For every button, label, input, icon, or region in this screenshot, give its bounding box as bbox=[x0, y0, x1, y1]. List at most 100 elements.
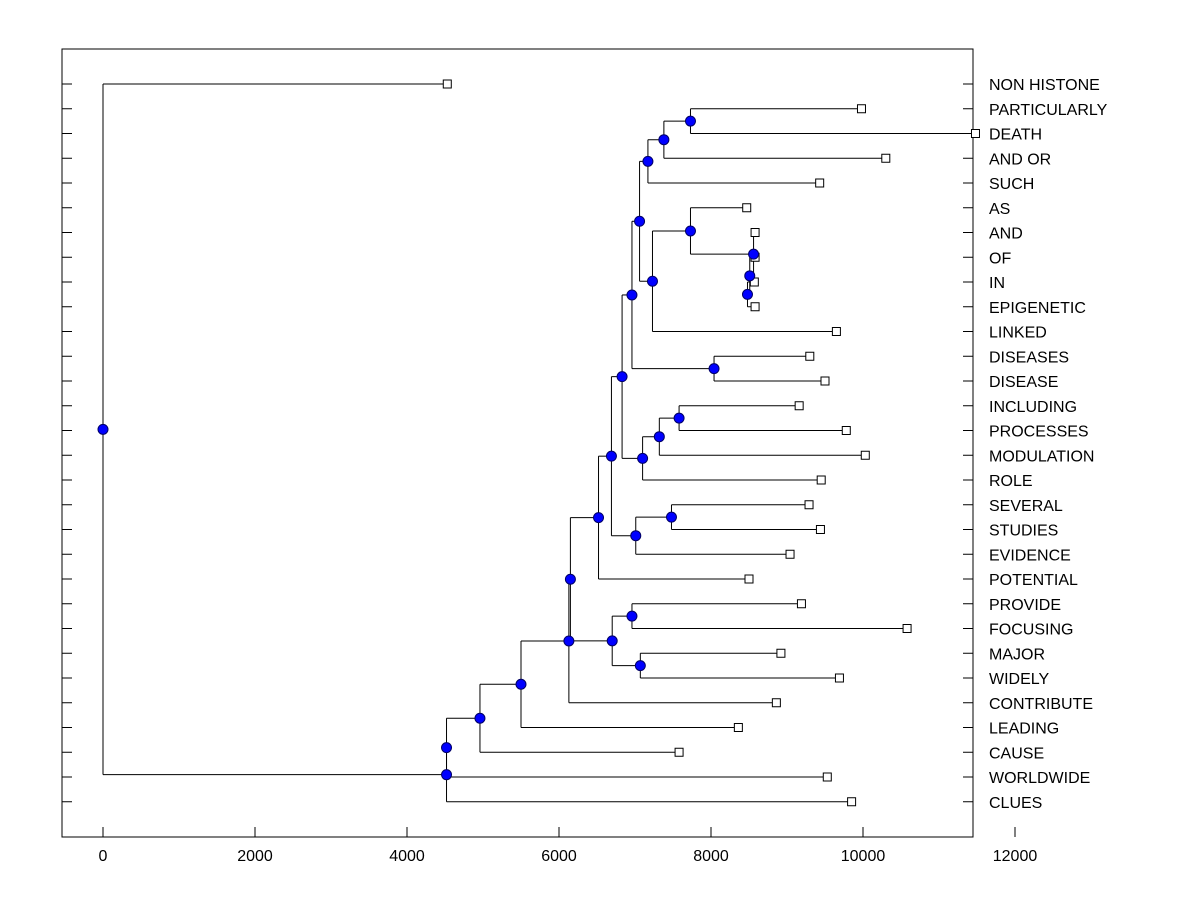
x-tick-label: 6000 bbox=[541, 848, 577, 865]
leaf-label: STUDIES bbox=[989, 523, 1058, 540]
leaf-marker bbox=[847, 797, 857, 807]
merge-node bbox=[744, 270, 756, 282]
leaf-marker bbox=[674, 747, 684, 757]
merge-node bbox=[684, 225, 696, 237]
merge-node bbox=[441, 742, 453, 754]
merge-node bbox=[637, 452, 649, 464]
leaf-label: CAUSE bbox=[989, 745, 1044, 762]
merge-node bbox=[634, 660, 646, 672]
leaf-label: IN bbox=[989, 275, 1005, 292]
leaf-label: CLUES bbox=[989, 795, 1042, 812]
merge-node bbox=[593, 512, 605, 524]
merge-node bbox=[616, 371, 628, 383]
leaf-label: NON HISTONE bbox=[989, 77, 1100, 94]
leaf-labels: NON HISTONE PARTICULARLY DEATH AND OR SUCH AS… bbox=[989, 77, 1108, 812]
leaf-label: MAJOR bbox=[989, 646, 1045, 663]
leaf-label: FOCUSING bbox=[989, 622, 1073, 639]
merge-node bbox=[563, 635, 575, 647]
leaf-label: CONTRIBUTE bbox=[989, 696, 1093, 713]
leaf-marker bbox=[831, 327, 841, 336]
leaf-label: AS bbox=[989, 201, 1010, 218]
leaf-marker bbox=[816, 475, 826, 485]
dendrogram-branches bbox=[102, 83, 976, 803]
x-tick-label: 8000 bbox=[693, 848, 729, 865]
leaf-marker bbox=[750, 302, 760, 312]
leaf-marker bbox=[820, 376, 830, 386]
leaf-label: LEADING bbox=[989, 721, 1059, 738]
x-tick-label: 0 bbox=[99, 848, 108, 865]
leaf-label: ROLE bbox=[989, 473, 1033, 490]
merge-node bbox=[626, 610, 638, 622]
leaf-marker bbox=[794, 401, 804, 411]
leaf-marker bbox=[733, 723, 743, 732]
leaf-label: WIDELY bbox=[989, 671, 1049, 688]
left-tick-marks bbox=[62, 83, 72, 803]
leaf-marker bbox=[834, 673, 844, 683]
leaf-label: PARTICULARLY bbox=[989, 102, 1108, 119]
leaf-label: SEVERAL bbox=[989, 498, 1063, 515]
x-tick-label: 2000 bbox=[237, 848, 273, 865]
merge-node bbox=[626, 289, 638, 301]
leaf-label: AND OR bbox=[989, 151, 1051, 168]
leaf-label: SUCH bbox=[989, 176, 1034, 193]
leaf-label: PROVIDE bbox=[989, 597, 1061, 614]
leaf-label: DEATH bbox=[989, 127, 1042, 144]
plot-frame bbox=[61, 48, 974, 838]
leaf-marker bbox=[860, 450, 870, 460]
merge-node bbox=[741, 288, 753, 300]
x-axis-ticks: 0 2000 4000 6000 8000 10000 12000 bbox=[99, 827, 1038, 865]
leaf-marker bbox=[841, 426, 851, 435]
merge-node bbox=[474, 712, 486, 724]
leaf-label: LINKED bbox=[989, 325, 1047, 342]
leaf-marker bbox=[856, 104, 866, 114]
merge-node bbox=[605, 450, 617, 462]
leaf-marker bbox=[970, 129, 980, 138]
leaf-label: EPIGENETIC bbox=[989, 300, 1086, 317]
leaf-marker bbox=[744, 574, 754, 584]
merge-node bbox=[564, 573, 576, 585]
merge-node bbox=[646, 275, 658, 287]
leaf-label: WORLDWIDE bbox=[989, 770, 1090, 787]
merge-node bbox=[515, 678, 527, 690]
merge-node bbox=[97, 423, 109, 435]
merge-node bbox=[673, 412, 685, 424]
leaf-marker bbox=[902, 624, 912, 633]
merge-node bbox=[441, 769, 453, 781]
leaf-markers bbox=[442, 79, 980, 807]
right-tick-marks bbox=[963, 83, 973, 803]
leaf-label: AND bbox=[989, 226, 1023, 243]
x-tick-label: 10000 bbox=[841, 848, 886, 865]
x-tick-label: 4000 bbox=[389, 848, 425, 865]
merge-node bbox=[653, 431, 665, 443]
merge-node bbox=[630, 530, 642, 542]
x-tick-label: 12000 bbox=[993, 848, 1038, 865]
leaf-marker bbox=[805, 351, 815, 361]
leaf-marker bbox=[815, 178, 825, 188]
leaf-label: MODULATION bbox=[989, 448, 1094, 465]
leaf-label: DISEASES bbox=[989, 349, 1069, 366]
leaf-marker bbox=[750, 228, 760, 237]
leaf-label: DISEASE bbox=[989, 374, 1058, 391]
leaf-marker bbox=[881, 153, 891, 163]
merge-nodes bbox=[97, 115, 760, 781]
merge-node bbox=[665, 511, 677, 523]
leaf-marker bbox=[771, 698, 781, 708]
merge-node bbox=[708, 363, 720, 375]
leaf-marker bbox=[442, 79, 452, 89]
leaf-label: INCLUDING bbox=[989, 399, 1077, 416]
leaf-label: EVIDENCE bbox=[989, 547, 1071, 564]
merge-node bbox=[642, 155, 654, 167]
leaf-label: PROCESSES bbox=[989, 424, 1089, 441]
leaf-marker bbox=[796, 599, 806, 609]
leaf-marker bbox=[776, 648, 786, 658]
leaf-label: OF bbox=[989, 250, 1011, 267]
leaf-marker bbox=[804, 500, 814, 510]
merge-node bbox=[748, 248, 760, 260]
merge-node bbox=[634, 215, 646, 227]
leaf-marker bbox=[785, 549, 795, 559]
leaf-marker bbox=[822, 772, 832, 782]
leaf-marker bbox=[742, 203, 752, 213]
leaf-label: POTENTIAL bbox=[989, 572, 1078, 589]
merge-node bbox=[684, 115, 696, 127]
